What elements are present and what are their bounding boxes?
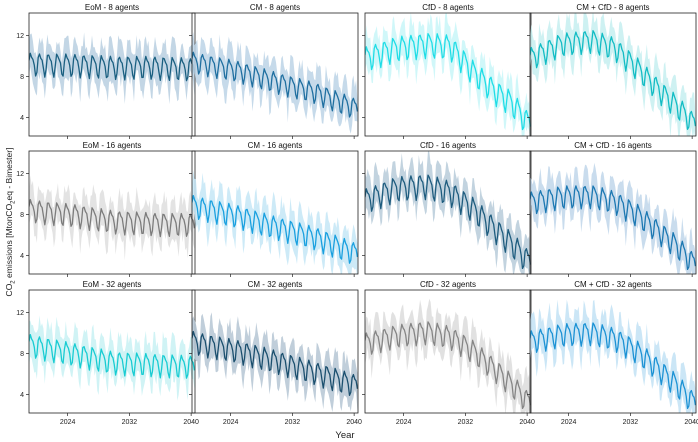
panel-title: CM + CfD - 32 agents bbox=[574, 280, 652, 289]
uncertainty-band bbox=[530, 13, 696, 136]
chart-panel: CM + CfD - 16 agents bbox=[527, 141, 697, 277]
series-line bbox=[29, 52, 195, 82]
panel-frame bbox=[364, 150, 532, 275]
x-tick-label: 2040 bbox=[346, 419, 362, 426]
panel-title: CM - 8 agents bbox=[250, 3, 300, 12]
chart-panel: EoM - 32 agents 2024 2032 2040 4 8 12 bbox=[16, 280, 199, 426]
uncertainty-band bbox=[530, 162, 696, 274]
panel-title: EoM - 32 agents bbox=[83, 280, 142, 289]
x-tick-label: 2040 bbox=[183, 419, 199, 426]
uncertainty-band bbox=[29, 175, 195, 261]
panel-frame bbox=[191, 289, 359, 414]
x-axis-label: Year bbox=[335, 430, 354, 441]
series-line bbox=[365, 321, 531, 410]
uncertainty-band bbox=[365, 298, 531, 413]
panel-frame bbox=[364, 12, 532, 137]
x-tick-label: 2032 bbox=[623, 419, 639, 426]
panel-title: CM - 16 agents bbox=[248, 141, 303, 150]
y-tick-label: 8 bbox=[20, 74, 24, 81]
chart-panel: CM - 16 agents bbox=[189, 141, 359, 277]
series-line bbox=[192, 51, 358, 118]
series-line bbox=[365, 174, 531, 270]
y-tick-label: 12 bbox=[16, 171, 24, 178]
chart-panel: CfD - 16 agents bbox=[362, 141, 532, 277]
uncertainty-band bbox=[29, 315, 195, 401]
chart-panel: CM + CfD - 32 agents 2024 2032 2040 bbox=[527, 280, 698, 426]
x-tick-label: 2032 bbox=[122, 419, 138, 426]
panel-title: CM + CfD - 16 agents bbox=[574, 141, 652, 150]
series-line bbox=[530, 322, 696, 410]
y-tick-label: 12 bbox=[16, 310, 24, 317]
series-line bbox=[530, 185, 696, 271]
panel-frame bbox=[191, 12, 359, 137]
chart-panel: CM + CfD - 8 agents bbox=[527, 3, 697, 139]
y-axis-label: CO2 emissions [MtonCO2eq - Bimester] bbox=[4, 148, 17, 297]
y-tick-label: 4 bbox=[20, 253, 24, 260]
series-line bbox=[29, 198, 195, 238]
panel-frame bbox=[529, 289, 697, 414]
uncertainty-band bbox=[29, 32, 195, 105]
chart-panel: CfD - 32 agents 2024 2032 2040 bbox=[362, 280, 535, 426]
x-tick-label: 2024 bbox=[60, 419, 76, 426]
y-tick-label: 4 bbox=[20, 115, 24, 122]
series-line bbox=[365, 33, 531, 131]
panel-title: CM - 32 agents bbox=[248, 280, 303, 289]
series-line bbox=[192, 330, 358, 397]
panel-title: CfD - 16 agents bbox=[420, 141, 476, 150]
chart-panel: CM - 8 agents bbox=[189, 3, 359, 139]
series-line bbox=[530, 30, 696, 130]
panel-title: EoM - 8 agents bbox=[85, 3, 139, 12]
uncertainty-band bbox=[192, 31, 358, 134]
x-tick-label: 2040 bbox=[519, 419, 535, 426]
chart-panel: CfD - 8 agents bbox=[362, 3, 532, 139]
uncertainty-band bbox=[365, 13, 531, 136]
panel-title: CfD - 8 agents bbox=[422, 3, 474, 12]
x-tick-label: 2032 bbox=[458, 419, 474, 426]
x-tick-label: 2032 bbox=[285, 419, 301, 426]
uncertainty-band bbox=[365, 151, 531, 274]
y-tick-label: 4 bbox=[20, 392, 24, 399]
chart-panel: EoM - 8 agents 4 8 12 bbox=[16, 3, 196, 139]
chart-panel: CM - 32 agents 2024 2032 2040 bbox=[189, 280, 362, 426]
uncertainty-band bbox=[530, 299, 696, 413]
x-tick-label: 2024 bbox=[396, 419, 412, 426]
y-tick-label: 8 bbox=[20, 212, 24, 219]
x-tick-label: 2024 bbox=[223, 419, 239, 426]
panel-title: CfD - 32 agents bbox=[420, 280, 476, 289]
uncertainty-band bbox=[192, 170, 358, 274]
y-tick-label: 12 bbox=[16, 33, 24, 40]
series-line bbox=[192, 194, 358, 264]
panel-title: CM + CfD - 8 agents bbox=[576, 3, 649, 12]
uncertainty-band bbox=[192, 312, 358, 413]
panel-title: EoM - 16 agents bbox=[83, 141, 142, 150]
panel-frame bbox=[529, 12, 697, 137]
panel-frame bbox=[191, 150, 359, 275]
y-tick-label: 8 bbox=[20, 351, 24, 358]
x-tick-label: 2040 bbox=[684, 419, 698, 426]
chart-panel: EoM - 16 agents 4 8 12 bbox=[16, 141, 196, 277]
panel-frame bbox=[529, 150, 697, 275]
x-tick-label: 2024 bbox=[561, 419, 577, 426]
series-line bbox=[29, 333, 195, 379]
